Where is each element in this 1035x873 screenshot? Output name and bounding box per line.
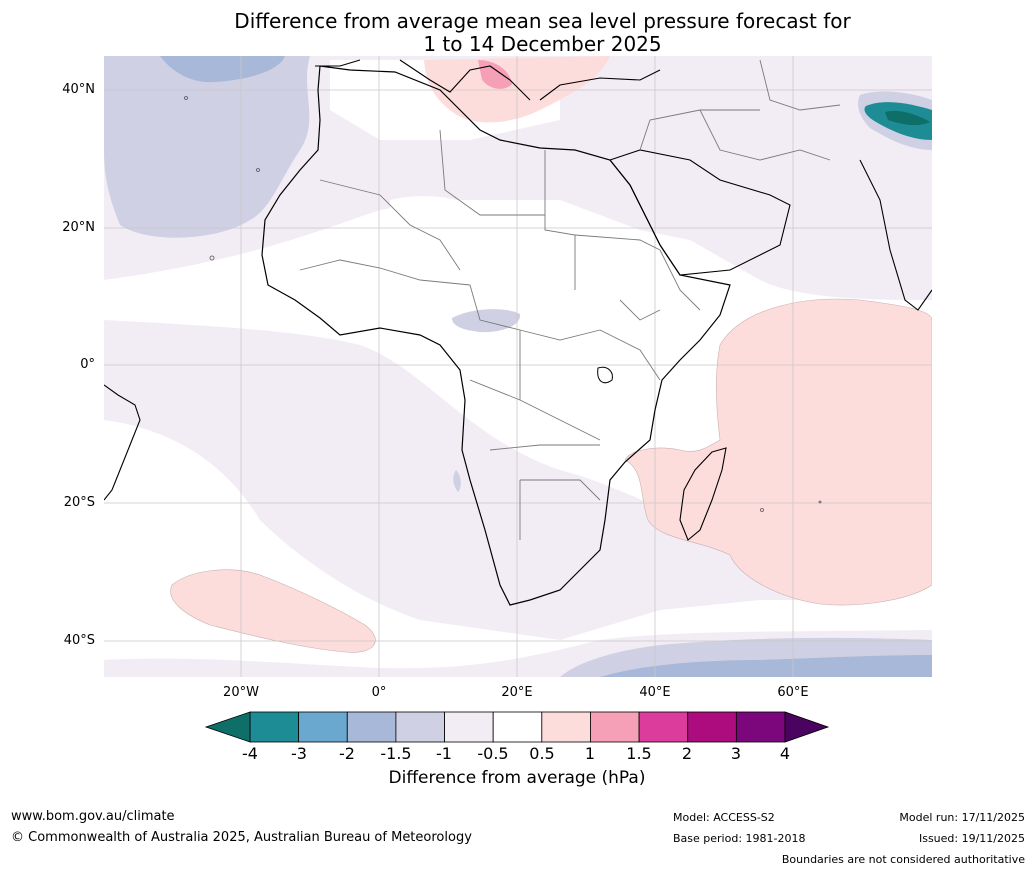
colorbar-tick: -1 (436, 744, 452, 763)
near-zero-sahara (390, 196, 490, 235)
footer-base-period: Base period: 1981-2018 (673, 832, 806, 845)
arabia-coastline (609, 149, 791, 276)
small-low-patch (453, 470, 461, 492)
footer-copyright: © Commonwealth of Australia 2025, Austra… (11, 830, 472, 845)
north-atlantic-core-low (160, 56, 285, 83)
colorbar-box (492, 711, 543, 743)
country-borders (299, 59, 841, 540)
colorbar-tick: 4 (779, 744, 791, 763)
lat-label-equator: 0° (80, 357, 95, 372)
colorbar-tick: 1.5 (626, 744, 652, 763)
south-atlantic-high (170, 569, 376, 653)
north-atlantic-low (104, 56, 310, 238)
colorbar-tick: -3 (291, 744, 307, 763)
colorbar-tick: 2 (681, 744, 693, 763)
lat-label-40s: 40°S (63, 633, 95, 648)
footer-url[interactable]: www.bom.gov.au/climate (11, 809, 175, 824)
lat-label-40n: 40°N (62, 82, 95, 97)
colorbar-right-arrow (784, 711, 830, 743)
map-plot-area (104, 56, 932, 677)
colorbar-label: Difference from average (hPa) (388, 768, 646, 788)
graticule (104, 56, 932, 677)
colorbar-tick: -0.5 (477, 744, 509, 763)
southern-ocean-deep-low (600, 655, 932, 677)
africa-coastline (261, 65, 731, 606)
colorbar-box (444, 711, 494, 743)
islands (184, 96, 822, 512)
lat-label-20n: 20°N (62, 220, 95, 235)
colorbar-box (590, 711, 640, 743)
colorbar-box (735, 711, 786, 743)
footer-model: Model: ACCESS-S2 (673, 811, 775, 824)
colorbar (204, 711, 830, 743)
colorbar-tick: -2 (339, 744, 355, 763)
indian-ocean-high (624, 298, 932, 606)
footer-issued: Issued: 19/11/2025 (918, 832, 1025, 845)
south-america-coastline (104, 384, 141, 501)
lon-label-20w: 20°W (223, 685, 259, 700)
colorbar-tick: -4 (242, 744, 258, 763)
lon-label-0: 0° (371, 685, 387, 700)
europe-coastline (315, 59, 661, 101)
footer-disclaimer: Boundaries are not considered authoritat… (781, 853, 1025, 866)
lake-victoria (597, 366, 613, 384)
map-title-line-2: 1 to 14 December 2025 (423, 32, 662, 56)
lon-label-20e: 20°E (501, 685, 533, 700)
colorbar-box (298, 711, 348, 743)
colorbar-box (638, 711, 689, 743)
colorbar-boxes (249, 711, 786, 743)
colorbar-box (687, 711, 737, 743)
india-coastline (859, 159, 932, 311)
lat-label-20s: 20°S (63, 495, 95, 510)
colorbar-box (249, 711, 300, 743)
colorbar-left-arrow (204, 711, 251, 743)
lon-label-40e: 40°E (639, 685, 671, 700)
colorbar-tick: 1 (584, 744, 596, 763)
lon-label-60e: 60°E (777, 685, 809, 700)
footer-model-run: Model run: 17/11/2025 (899, 811, 1025, 824)
tibetan-plateau-low-core (885, 110, 930, 126)
colorbar-box (541, 711, 591, 743)
colorbar-box (346, 711, 397, 743)
madagascar-coastline (679, 447, 727, 541)
colorbar-tick: 3 (730, 744, 742, 763)
colorbar-tick: -1.5 (380, 744, 412, 763)
colorbar-tick: 0.5 (529, 744, 555, 763)
colorbar-box (395, 711, 445, 743)
tropical-low-patch (452, 309, 521, 333)
map-title-line-1: Difference from average mean sea level p… (234, 9, 851, 33)
